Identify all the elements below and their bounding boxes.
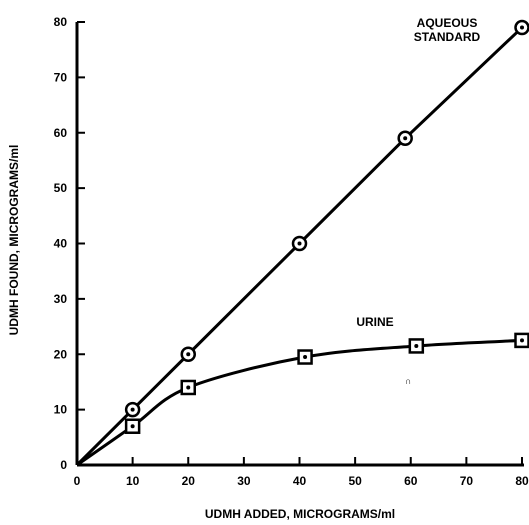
marker-dot xyxy=(130,424,135,429)
x-tick-label-70: 70 xyxy=(460,474,474,488)
y-tick-label-50: 50 xyxy=(54,181,68,195)
x-tick-label-80: 80 xyxy=(515,474,529,488)
marker-dot xyxy=(520,338,524,343)
x-tick-label-30: 30 xyxy=(237,474,251,488)
marker-dot xyxy=(303,355,308,360)
axes: 0 10 20 30 40 50 60 70 80 0 10 20 30 40 50 60 70 80 xyxy=(54,15,529,488)
y-tick-label-40: 40 xyxy=(54,237,68,251)
marker-aqueous-standard-59 xyxy=(397,130,413,147)
marker-dot xyxy=(186,385,191,390)
x-tick-label-40: 40 xyxy=(293,474,307,488)
x-tick-label-0: 0 xyxy=(74,474,81,488)
marker-dot xyxy=(403,136,408,141)
marker-urine-61 xyxy=(408,338,425,354)
y-axis-title: UDMH FOUND, MICROGRAMS/ml xyxy=(7,145,21,336)
y-tick-label-10: 10 xyxy=(54,403,68,417)
x-tick-label-10: 10 xyxy=(126,474,140,488)
marker-dot xyxy=(297,241,302,246)
marker-aqueous-standard-10 xyxy=(124,401,141,418)
marker-urine-20 xyxy=(180,379,196,396)
x-tick-label-60: 60 xyxy=(404,474,418,488)
marker-aqueous-standard-40 xyxy=(291,235,308,252)
y-tick-label-30: 30 xyxy=(54,292,68,306)
marker-dot xyxy=(186,352,191,357)
x-tick-label-50: 50 xyxy=(348,474,362,488)
annotation-urine: URINE xyxy=(356,315,393,329)
y-tick-label-0: 0 xyxy=(60,458,67,472)
stray-mark: ∩ xyxy=(405,376,411,386)
annotation-aqueous-line2: STANDARD xyxy=(414,30,481,44)
marker-dot xyxy=(130,407,135,412)
marker-dot xyxy=(414,343,419,348)
x-tick-label-20: 20 xyxy=(182,474,196,488)
marker-urine-41 xyxy=(297,349,313,365)
marker-aqueous-standard-20 xyxy=(180,346,196,362)
annotation-aqueous-line1: AQUEOUS xyxy=(417,16,478,30)
y-tick-label-20: 20 xyxy=(54,347,68,361)
y-tick-label-80: 80 xyxy=(54,15,68,29)
y-tick-label-70: 70 xyxy=(54,70,68,84)
y-tick-label-60: 60 xyxy=(54,126,68,140)
x-axis-title: UDMH ADDED, MICROGRAMS/ml xyxy=(205,507,395,521)
marker-urine-80 xyxy=(514,332,529,349)
marker-urine-10 xyxy=(124,418,141,434)
marker-aqueous-standard-80 xyxy=(514,19,529,36)
series-line-aqueous-standard xyxy=(75,26,524,467)
marker-dot xyxy=(520,25,524,30)
series-layer xyxy=(75,19,529,467)
